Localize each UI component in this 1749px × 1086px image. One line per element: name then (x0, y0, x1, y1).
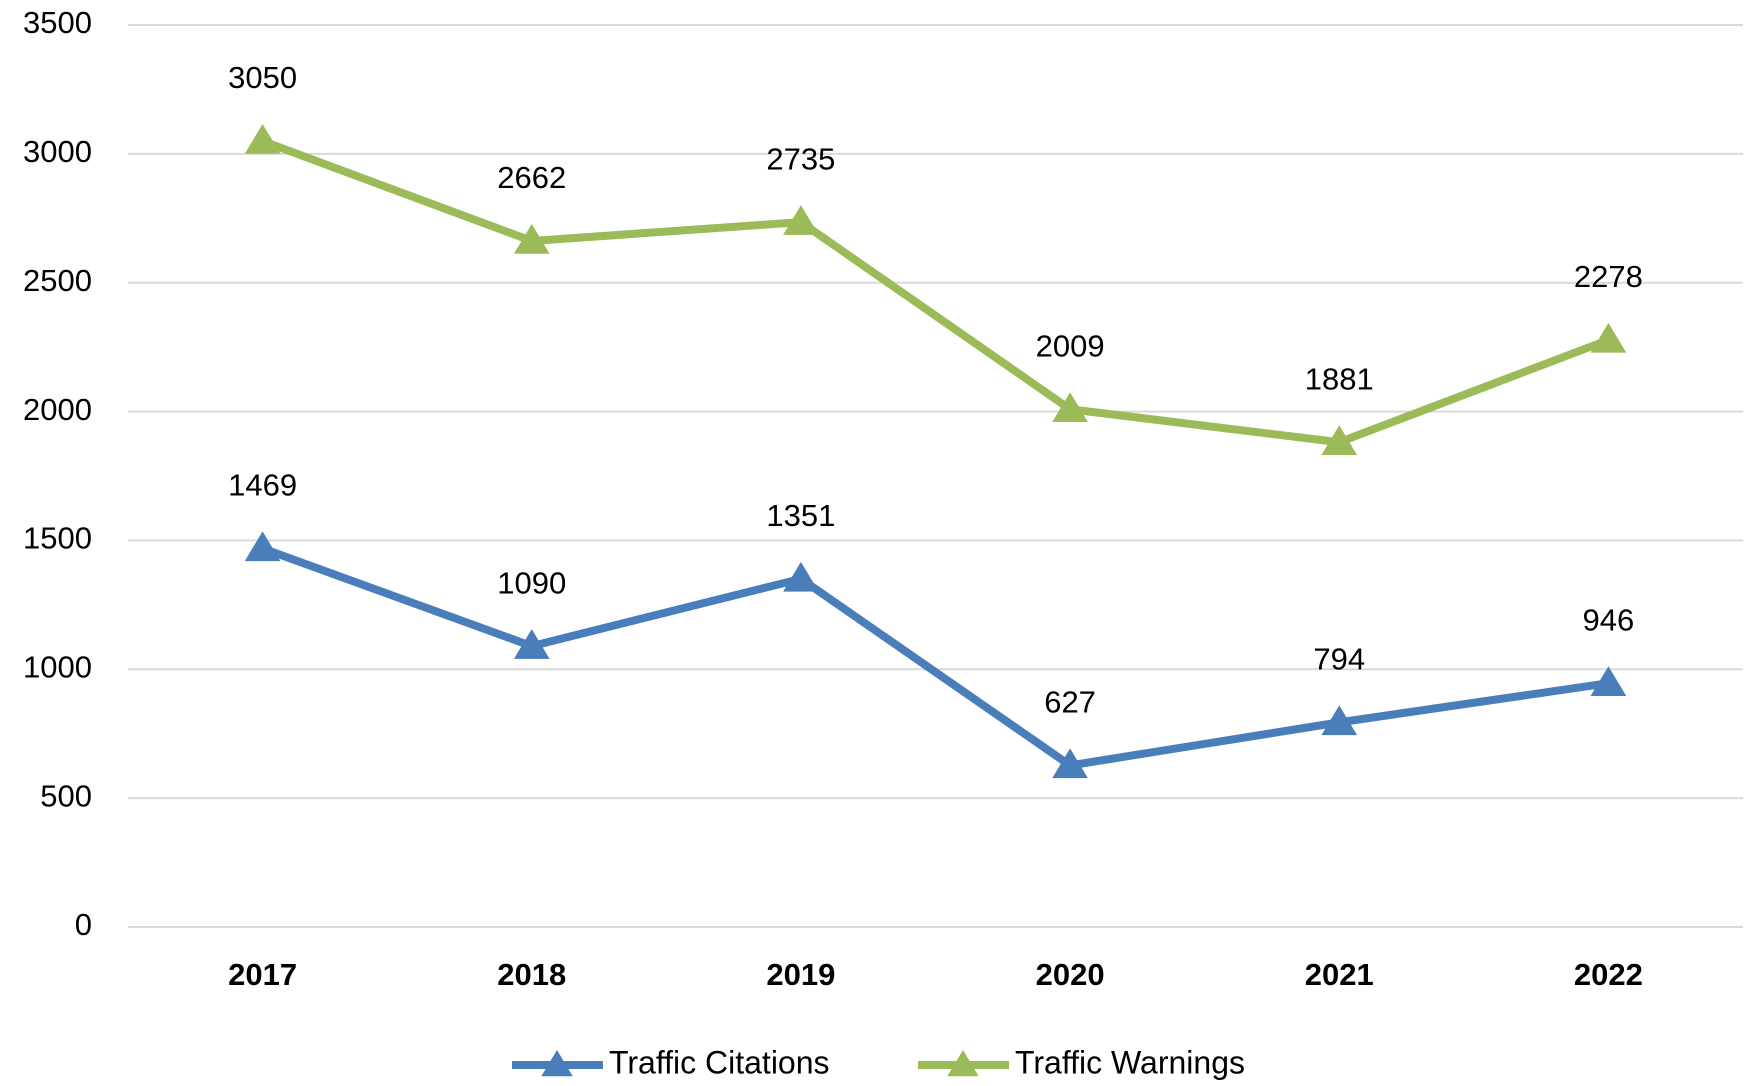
data-label: 1351 (766, 498, 835, 533)
legend-marker (541, 1050, 573, 1077)
x-tick-label: 2019 (766, 957, 835, 992)
marker (1590, 322, 1627, 353)
legend-label: Traffic Citations (609, 1044, 830, 1080)
marker (244, 123, 281, 154)
marker (513, 223, 550, 254)
data-label: 2662 (497, 160, 566, 195)
marker (783, 561, 819, 592)
marker (1590, 666, 1627, 696)
y-tick-label: 3500 (23, 5, 92, 40)
data-label: 1881 (1305, 361, 1374, 396)
marker (1321, 425, 1358, 455)
y-tick-label: 3000 (23, 134, 92, 169)
data-label: 1090 (497, 565, 566, 600)
marker (1321, 705, 1358, 736)
y-tick-label: 1500 (23, 521, 92, 556)
data-label: 1469 (228, 468, 297, 503)
x-tick-label: 2017 (228, 957, 297, 992)
marker (1052, 748, 1088, 779)
y-tick-label: 2500 (23, 263, 92, 298)
marker (513, 629, 550, 659)
y-tick-label: 2000 (23, 392, 92, 427)
y-tick-label: 0 (75, 907, 92, 942)
data-label: 2009 (1036, 328, 1105, 363)
x-tick-label: 2022 (1574, 957, 1643, 992)
legend-marker (947, 1050, 979, 1077)
series-line (258, 544, 1613, 770)
series-line (258, 136, 1613, 447)
x-tick-label: 2018 (497, 957, 566, 992)
y-tick-label: 500 (40, 778, 92, 813)
x-tick-label: 2020 (1036, 957, 1105, 992)
marker (244, 531, 281, 562)
x-tick-label: 2021 (1305, 957, 1374, 992)
legend-label: Traffic Warnings (1015, 1044, 1245, 1080)
data-label: 794 (1313, 642, 1365, 677)
data-label: 2278 (1574, 259, 1643, 294)
marker (783, 205, 819, 235)
data-label: 2735 (766, 141, 835, 176)
data-label: 627 (1044, 685, 1096, 720)
y-tick-label: 1000 (23, 649, 92, 684)
data-label: 946 (1583, 602, 1635, 637)
data-label: 3050 (228, 60, 297, 95)
marker (1052, 392, 1088, 423)
